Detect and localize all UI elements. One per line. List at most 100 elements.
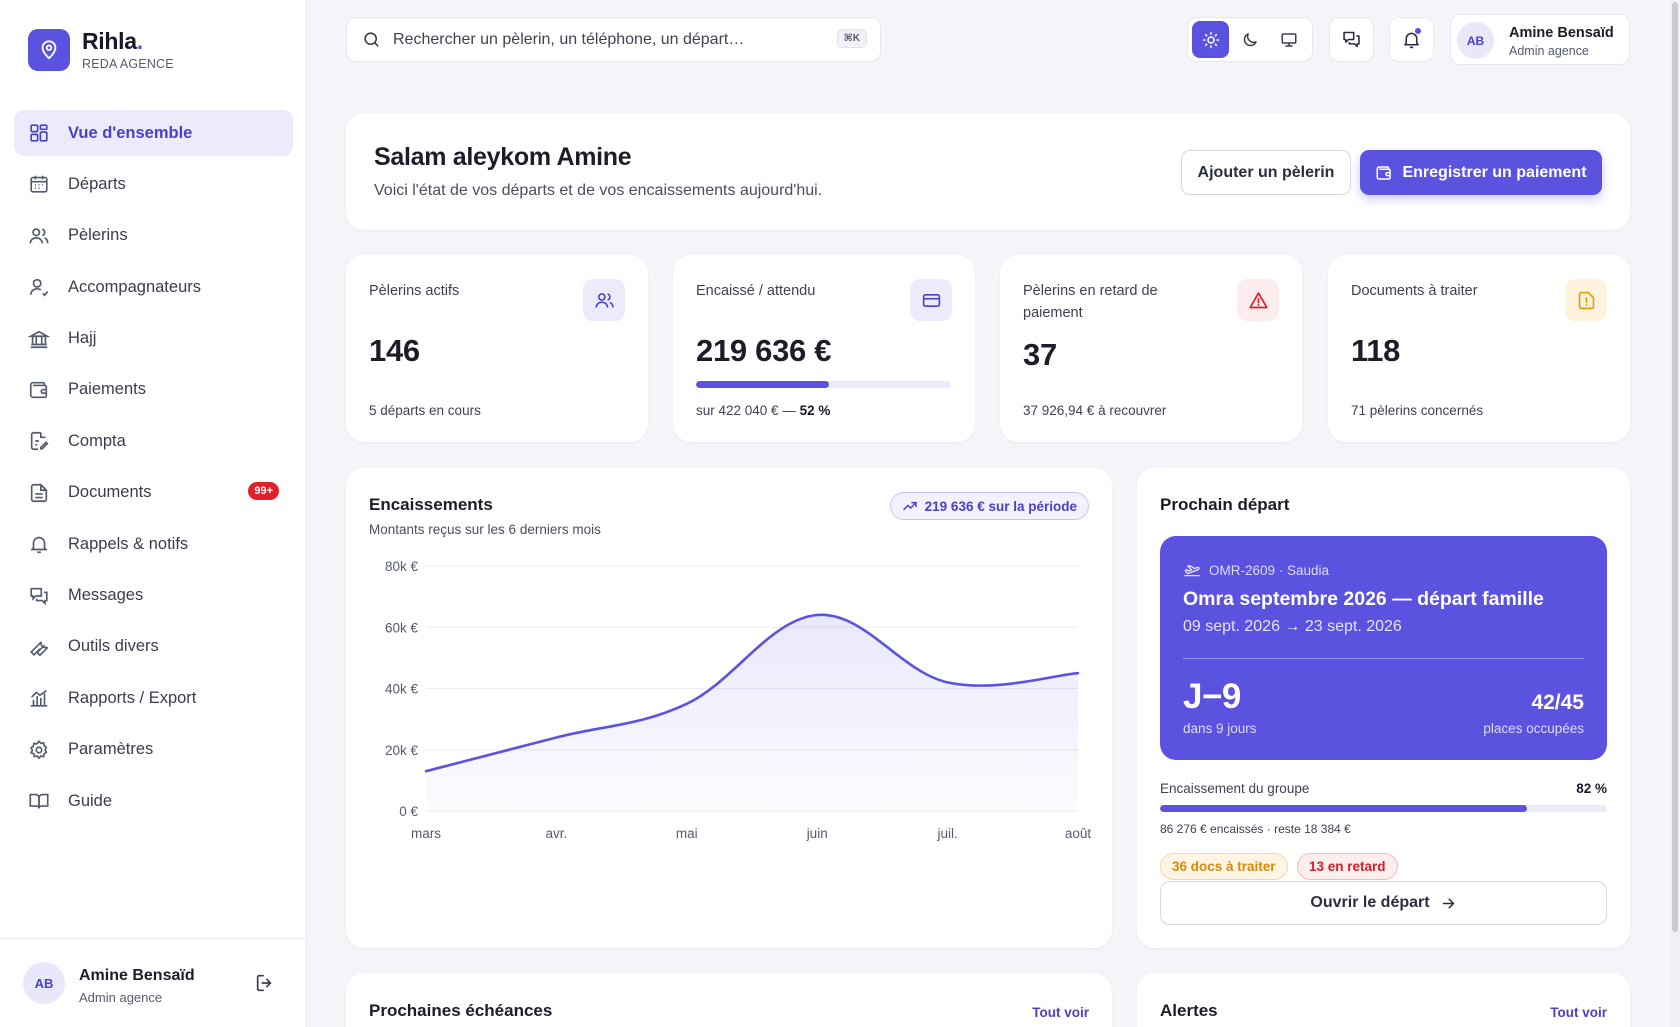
- wallet-icon: [29, 381, 48, 399]
- sidebar-item-guide[interactable]: Guide: [14, 778, 293, 824]
- progress-fill: [1160, 805, 1527, 812]
- sidebar-item-rapports[interactable]: Rapports / Export: [14, 675, 293, 721]
- wallet-icon: [1376, 165, 1392, 180]
- book-icon: [29, 793, 49, 809]
- group-collection-progress: [1160, 805, 1607, 812]
- user-name: Amine Bensaïd: [1509, 25, 1614, 41]
- sidebar-item-departs[interactable]: Départs: [14, 161, 293, 207]
- sidebar-item-vue-ensemble[interactable]: Vue d'ensemble: [14, 110, 293, 156]
- sidebar-item-accompagnateurs[interactable]: Accompagnateurs: [14, 264, 293, 310]
- bell-icon: [30, 536, 48, 554]
- sidebar-user: AB Amine Bensaïd Admin agence: [0, 938, 307, 1027]
- late-payments-tag[interactable]: 13 en retard: [1297, 853, 1398, 880]
- places-count: 42/45: [1531, 691, 1584, 714]
- users-icon: [29, 228, 49, 244]
- collected-progress-bar: [696, 381, 951, 388]
- sidebar-item-outils[interactable]: Outils divers: [14, 624, 293, 670]
- monitor-icon: [1281, 32, 1296, 47]
- brand-subtitle: REDA AGENCE: [82, 57, 174, 71]
- search-input[interactable]: [393, 30, 813, 49]
- kpi-collected: Encaissé / attendu 219 636 € sur 422 040…: [673, 255, 975, 442]
- alerts-card: Alertes Tout voir: [1137, 973, 1630, 1027]
- user-menu[interactable]: AB Amine Bensaïd Admin agence: [1450, 14, 1630, 65]
- sidebar-item-label: Documents: [68, 483, 152, 502]
- sidebar-item-messages[interactable]: Messages: [14, 573, 293, 619]
- page-title: Salam aleykom Amine: [374, 143, 632, 171]
- user-role: Admin agence: [1509, 44, 1589, 58]
- notifications-button[interactable]: [1389, 17, 1434, 62]
- sidebar-item-documents[interactable]: Documents 99+: [14, 470, 293, 516]
- trending-up-icon: [902, 501, 917, 511]
- kpi-footnote: 71 pèlerins concernés: [1351, 403, 1484, 418]
- sidebar-item-hajj[interactable]: Hajj: [14, 316, 293, 362]
- notification-dot: [1414, 27, 1422, 35]
- kpi-active-pilgrims: Pèlerins actifs 146 5 départs en cours: [346, 255, 648, 442]
- chart-subtitle: Montants reçus sur les 6 derniers mois: [369, 522, 601, 537]
- sidebar-item-label: Outils divers: [68, 637, 159, 656]
- scrollbar-thumb[interactable]: [1672, 2, 1678, 932]
- chart-title: Encaissements: [369, 495, 493, 514]
- docs-pending-tag[interactable]: 36 docs à traiter: [1160, 853, 1288, 880]
- search-shortcut: ⌘K: [836, 29, 867, 48]
- add-pilgrim-button[interactable]: Ajouter un pèlerin: [1181, 150, 1351, 195]
- kpi-label: Documents à traiter: [1351, 283, 1478, 299]
- kpi-documents: Documents à traiter 118 71 pèlerins conc…: [1328, 255, 1630, 442]
- departure-summary: OMR-2609 · Saudia Omra septembre 2026 — …: [1160, 536, 1607, 760]
- sidebar-item-paiements[interactable]: Paiements: [14, 367, 293, 413]
- landmark-icon: [28, 330, 50, 348]
- sidebar-nav: Vue d'ensemble Départs Pèlerins Accompag…: [14, 110, 293, 829]
- scrollbar[interactable]: [1670, 0, 1680, 1027]
- warning-icon: [1237, 279, 1279, 321]
- sidebar-item-parametres[interactable]: Paramètres: [14, 727, 293, 773]
- logout-icon[interactable]: [254, 972, 276, 994]
- kpi-value: 219 636 €: [696, 333, 832, 368]
- y-tick-label: 80k €: [385, 559, 419, 574]
- brand[interactable]: Rihla. REDA AGENCE: [28, 29, 174, 71]
- y-tick-label: 40k €: [385, 682, 419, 697]
- arrow-right-icon: [1442, 897, 1454, 909]
- search-bar[interactable]: ⌘K: [346, 17, 881, 62]
- divider: [1183, 658, 1584, 659]
- x-tick-label: juin: [806, 826, 828, 841]
- sidebar-item-pelerins[interactable]: Pèlerins: [14, 213, 293, 259]
- departure-dates: 09 sept. 2026 → 23 sept. 2026: [1183, 618, 1402, 635]
- sidebar-item-compta[interactable]: Compta: [14, 418, 293, 464]
- kpi-late-payments: Pèlerins en retard de paiement 37 37 926…: [1000, 255, 1302, 442]
- sidebar-item-label: Messages: [68, 586, 144, 605]
- sidebar-item-label: Accompagnateurs: [68, 277, 201, 296]
- encaissements-card: Encaissements Montants reçus sur les 6 d…: [346, 468, 1112, 948]
- map-pin-icon: [28, 29, 70, 71]
- sidebar-item-label: Pèlerins: [68, 226, 128, 245]
- calendar-icon: [30, 176, 48, 194]
- sidebar-item-rappels[interactable]: Rappels & notifs: [14, 521, 293, 567]
- open-departure-button[interactable]: Ouvrir le départ: [1160, 881, 1607, 925]
- see-all-deadlines-link[interactable]: Tout voir: [1032, 1005, 1089, 1020]
- x-tick-label: mai: [676, 826, 698, 841]
- brand-name: Rihla.: [82, 28, 143, 54]
- kpi-footnote: 5 départs en cours: [369, 403, 481, 418]
- sidebar-item-label: Guide: [68, 791, 113, 810]
- bar-chart-icon: [30, 690, 48, 707]
- messages-button[interactable]: [1329, 17, 1374, 62]
- edit-document-icon: [30, 432, 49, 451]
- see-all-alerts-link[interactable]: Tout voir: [1550, 1005, 1607, 1020]
- avatar[interactable]: AB: [23, 962, 65, 1004]
- countdown-label: dans 9 jours: [1183, 721, 1257, 736]
- search-icon: [364, 32, 379, 47]
- dark-theme-button[interactable]: [1231, 21, 1268, 58]
- bell-icon: [1404, 32, 1419, 49]
- upcoming-deadlines-card: Prochaines échéances Tout voir: [346, 973, 1112, 1027]
- kpi-label: Pèlerins en retard de paiement: [1023, 283, 1158, 321]
- theme-switcher: [1187, 17, 1313, 62]
- sidebar-item-label: Départs: [68, 174, 126, 193]
- record-payment-button[interactable]: Enregistrer un paiement: [1360, 150, 1602, 195]
- light-theme-button[interactable]: [1192, 21, 1229, 58]
- sidebar-item-label: Rappels & notifs: [68, 534, 189, 553]
- system-theme-button[interactable]: [1270, 21, 1307, 58]
- kpi-footnote: 37 926,94 € à recouvrer: [1023, 403, 1167, 418]
- kpi-value: 146: [369, 333, 420, 368]
- series-line: [424, 613, 1080, 773]
- group-collection-detail: 86 276 € encaissés · reste 18 384 €: [1160, 822, 1351, 836]
- kpi-value: 37: [1023, 337, 1057, 372]
- page-subtitle: Voici l'état de vos départs et de vos en…: [374, 182, 823, 199]
